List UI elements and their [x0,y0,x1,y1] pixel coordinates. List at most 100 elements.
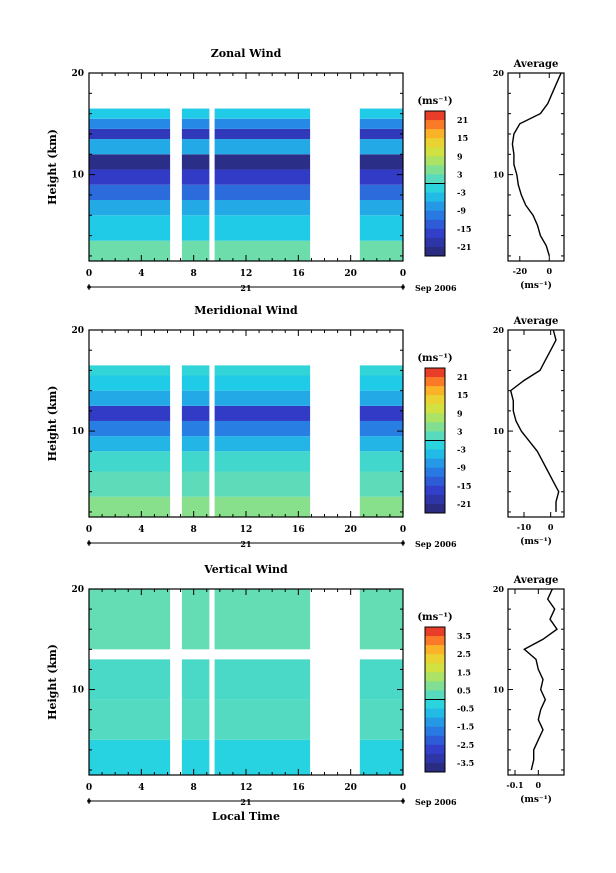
colorbar-unit: (ms⁻¹) [417,96,452,107]
average-y-tick-label: 20 [493,584,505,594]
y-tick-label: 10 [71,686,84,696]
heatmap-cell [181,471,210,497]
colorbar-segment [425,485,445,496]
colorbar-segment [425,654,445,664]
heatmap-cell [89,240,171,261]
heatmap-cell [181,451,210,472]
colorbar-tick-label: 3 [457,169,463,179]
heatmap-cell [359,108,403,119]
colorbar-tick-label: 15 [457,133,468,143]
colorbar-tick-label: -9 [457,206,466,216]
heatmap-cell [359,139,403,155]
colorbar-segment [425,201,445,212]
heatmap-cell [89,589,171,650]
heatmap-cell [181,659,210,700]
panel-title: Zonal Wind [211,47,282,60]
heatmap-cell [359,375,403,391]
colorbar-tick-label: 21 [457,115,468,125]
colorbar-tick-label: 9 [457,408,463,418]
y-tick-label: 10 [71,427,84,437]
date-day-label: 21 [240,283,251,293]
heatmap-cell [181,436,210,452]
colorbar-tick-label: 3.5 [457,631,471,641]
colorbar-segment [425,165,445,175]
heatmap-cell [214,128,311,140]
date-day-label: 21 [240,797,251,807]
average-y-tick-label: 10 [493,685,505,695]
heatmap-cell [181,118,210,129]
colorbar-tick-label: -3 [457,445,466,455]
heatmap-cell [181,240,210,261]
heatmap-cell [359,420,403,437]
heatmap-cell [89,436,171,452]
y-axis-label: Height (km) [46,129,59,205]
colorbar-segment [425,386,445,396]
date-axis-marker [401,799,405,803]
x-tick-label: 0 [400,783,406,793]
colorbar-unit: (ms⁻¹) [417,353,452,364]
colorbar-tick-label: 2.5 [457,649,471,659]
colorbar-unit: (ms⁻¹) [417,612,452,623]
heatmap-cell [89,375,171,391]
heatmap-cell [214,699,311,740]
x-tick-label: 0 [86,783,92,793]
heatmap-cells [89,589,403,775]
heatmap-cell [359,436,403,452]
heatmap-cell [359,154,403,170]
x-tick-label: 0 [400,269,406,279]
colorbar-segment [425,726,445,737]
heatmap-cell [359,128,403,140]
colorbar-tick-label: -21 [457,242,471,252]
heatmap-cell [359,365,403,376]
average-x-label: (ms⁻¹) [520,536,552,547]
heatmap-cell [359,471,403,497]
heatmap-cell [214,184,311,201]
colorbar-tick-label: 9 [457,151,463,161]
x-tick-label: 20 [344,783,357,793]
heatmap-cell [89,184,171,201]
colorbar-segment [425,744,445,755]
colorbar-segment [425,663,445,673]
colorbar-segment [425,111,445,121]
heatmap-cell [89,699,171,740]
colorbar-segment [425,174,445,184]
heatmap-cell [181,405,210,421]
average-y-tick-label: 10 [493,426,505,436]
y-axis-label: Height (km) [46,386,59,462]
x-tick-label: 0 [86,269,92,279]
heatmap-cell [89,139,171,155]
heatmap-cell [359,169,403,185]
colorbar-segment [425,699,445,710]
colorbar-segment [425,494,445,505]
colorbar-segment [425,627,445,637]
heatmap-cell [89,739,171,775]
colorbar-segment [425,476,445,487]
colorbar-segment [425,147,445,157]
colorbar-segment [425,228,445,239]
colorbar-tick-label: -9 [457,463,466,473]
heatmap-cell [89,405,171,421]
heatmap-cell [214,471,311,497]
heatmap-cell [89,471,171,497]
heatmap-cell [214,215,311,241]
y-tick-label: 10 [71,171,84,181]
colorbar-tick-label: -2.5 [457,740,474,750]
heatmap-cell [181,375,210,391]
y-tick-label: 20 [71,326,84,336]
x-tick-label: 12 [240,269,253,279]
colorbar-segment [425,636,445,646]
colorbar-segment [425,645,445,655]
colorbar-tick-label: -1.5 [457,722,474,732]
heatmap-cell [181,215,210,241]
x-tick-label: 16 [292,269,305,279]
colorbar-segment [425,404,445,414]
x-tick-label: 8 [191,783,197,793]
colorbar-segment [425,717,445,728]
x-tick-label: 0 [400,525,406,535]
heatmap-cell [214,390,311,406]
heatmap-cell [181,496,210,517]
average-title: Average [513,575,559,586]
heatmap-cell [89,451,171,472]
colorbar-segment [425,368,445,378]
average-x-tick-label: 0 [536,780,542,790]
